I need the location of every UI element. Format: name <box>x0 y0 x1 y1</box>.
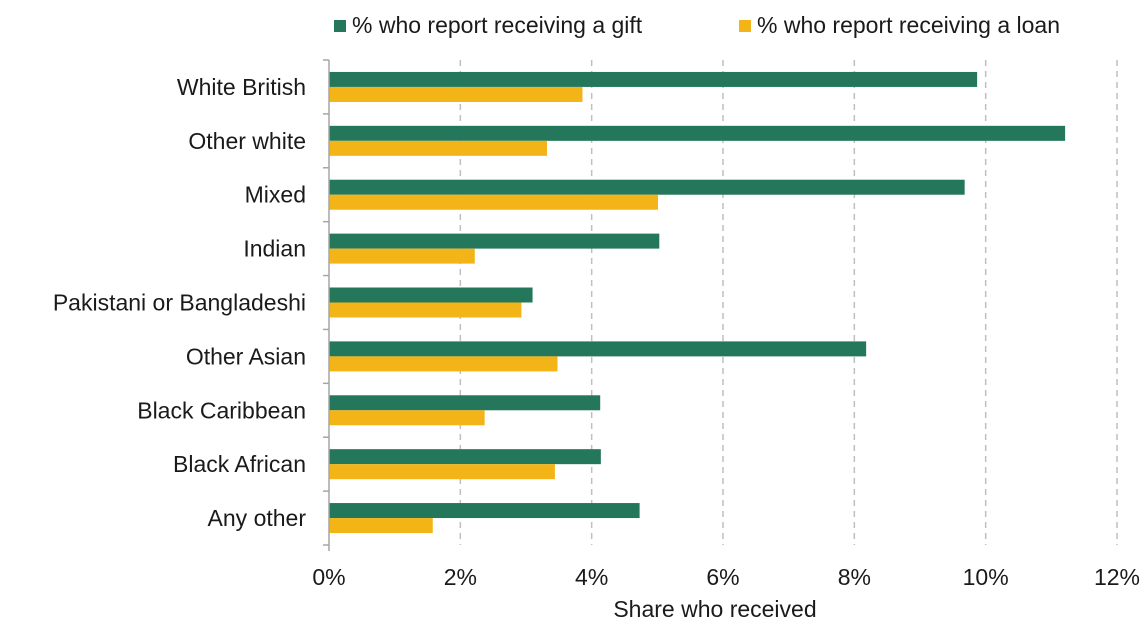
legend-label-gift: % who report receiving a gift <box>352 12 643 38</box>
category-label: Any other <box>208 505 307 531</box>
category-label: Other white <box>188 128 306 154</box>
bar-loan <box>329 248 475 264</box>
bar-loan <box>329 302 522 318</box>
bar-loan <box>329 518 433 534</box>
bar-loan <box>329 464 555 480</box>
legend-item-loan: % who report receiving a loan <box>739 12 1060 39</box>
x-axis-title: Share who received <box>613 596 816 621</box>
x-tick-label: 0% <box>312 564 345 590</box>
legend-swatch-gift <box>334 19 346 32</box>
category-label: Indian <box>243 236 306 262</box>
x-tick-label: 6% <box>706 564 739 590</box>
bars <box>329 71 1066 534</box>
bar-loan <box>329 86 583 102</box>
bar-loan <box>329 356 558 372</box>
category-label: Other Asian <box>186 343 306 369</box>
legend: % who report receiving a gift % who repo… <box>0 12 1144 46</box>
bar-gift <box>329 449 601 465</box>
bar-loan <box>329 410 485 426</box>
x-tick-label: 2% <box>444 564 477 590</box>
category-label: Pakistani or Bangladeshi <box>53 290 306 316</box>
bar-gift <box>329 287 533 303</box>
category-label: Black African <box>173 451 306 477</box>
axes: White British Other white Mixed Indian Pakis… <box>53 59 1140 590</box>
category-label: White British <box>177 74 306 100</box>
legend-label-loan: % who report receiving a loan <box>757 12 1060 38</box>
bar-gift <box>329 125 1066 141</box>
category-label: Mixed <box>245 182 306 208</box>
bar-gift <box>329 179 965 195</box>
x-tick-label: 8% <box>838 564 871 590</box>
bar-gift <box>329 503 640 519</box>
bar-loan <box>329 194 658 210</box>
bar-loan <box>329 140 548 156</box>
x-tick-label: 12% <box>1094 564 1140 590</box>
bar-gift <box>329 341 867 357</box>
legend-swatch-loan <box>739 19 751 32</box>
x-tick-label: 10% <box>963 564 1009 590</box>
category-label: Black Caribbean <box>137 397 306 423</box>
bar-gift <box>329 71 978 87</box>
legend-item-gift: % who report receiving a gift <box>334 12 642 39</box>
bar-gift <box>329 395 601 411</box>
x-tick-label: 4% <box>575 564 608 590</box>
bar-gift <box>329 233 660 249</box>
